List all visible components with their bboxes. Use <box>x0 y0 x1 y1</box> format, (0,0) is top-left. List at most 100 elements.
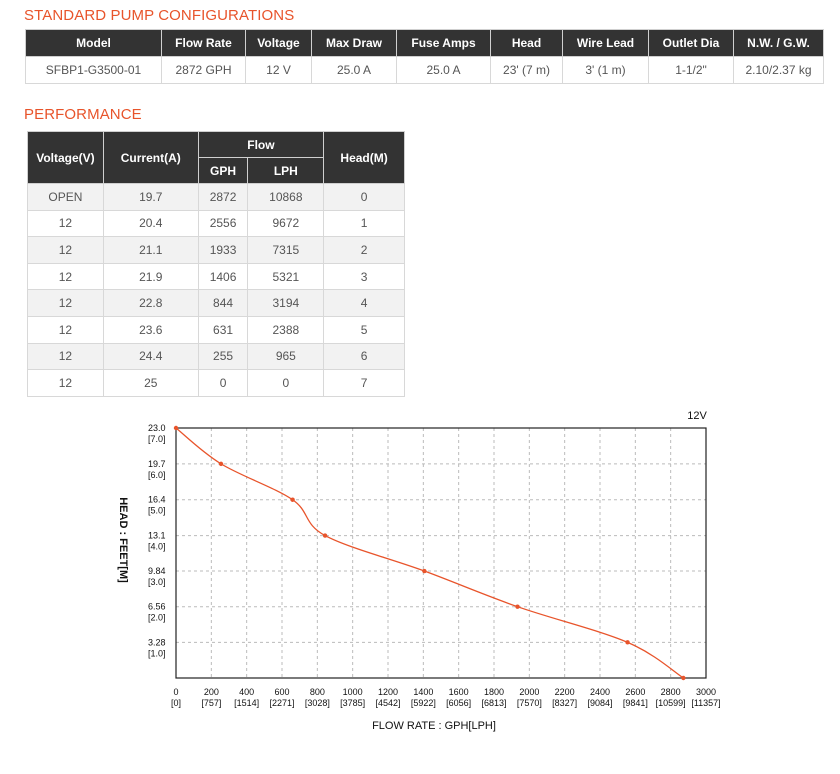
data-point <box>515 604 520 609</box>
col-wire-lead-header: Wire Lead <box>562 29 649 57</box>
cell-voltage: 12 <box>27 236 104 264</box>
x-tick-label: 1000 <box>343 687 363 697</box>
pump-curve-chart: 0[0] 200[757] 400[1514] 600[2271] 800[3028] 1… <box>117 410 721 732</box>
cell-current: 21.9 <box>102 262 199 291</box>
perf-table-row: 12 21.9 1406 5321 3 <box>27 262 405 291</box>
cell-voltage: 12 <box>27 209 104 238</box>
chart-curve <box>173 425 686 681</box>
col-flow-rate-header: Flow Rate <box>161 29 246 57</box>
cell-lph: 2388 <box>247 315 325 344</box>
cell-lph: 965 <box>247 342 325 371</box>
cell-weight: 2.10/2.37 kg <box>733 56 824 84</box>
x-tick-sublabel: [9841] <box>623 698 648 708</box>
x-tick-sublabel: [10599] <box>656 698 686 708</box>
x-tick-label: 400 <box>239 687 254 697</box>
x-tick-label: 2400 <box>590 687 610 697</box>
x-tick-sublabel: [757] <box>201 698 221 708</box>
col-gph-header: GPH <box>197 157 249 184</box>
cell-current: 24.4 <box>102 342 199 371</box>
col-weight-header: N.W. / G.W. <box>733 29 824 57</box>
perf-table-row: 12 20.4 2556 9672 1 <box>27 209 405 238</box>
data-point <box>173 425 179 431</box>
perf-table-row: OPEN 19.7 2872 10868 0 <box>27 183 405 211</box>
cell-current: 25 <box>102 369 199 397</box>
col-voltage-header: Voltage(V) <box>27 131 104 184</box>
cell-current: 21.1 <box>102 236 199 264</box>
x-tick-sublabel: [2271] <box>269 698 294 708</box>
cell-wire-lead: 3' (1 m) <box>562 56 649 84</box>
chart-grid <box>176 428 706 678</box>
cell-gph: 1933 <box>197 236 249 264</box>
x-tick-sublabel: [7570] <box>517 698 542 708</box>
cell-lph: 7315 <box>247 236 325 264</box>
config-header-row: Model Flow Rate Voltage Max Draw Fuse Am… <box>25 29 824 57</box>
x-tick-label: 1800 <box>484 687 504 697</box>
x-axis-label: FLOW RATE : GPH[LPH] <box>372 720 496 732</box>
cell-lph: 5321 <box>247 262 325 291</box>
col-fuse-amps-header: Fuse Amps <box>396 29 491 57</box>
x-tick-label: 600 <box>274 687 289 697</box>
cell-head-m: 0 <box>323 183 405 211</box>
x-tick-label: 2000 <box>519 687 539 697</box>
cell-head: 23' (7 m) <box>490 56 563 84</box>
cell-head-m: 3 <box>323 262 405 291</box>
x-tick-sublabel: [6056] <box>446 698 471 708</box>
col-lph-header: LPH <box>247 157 325 184</box>
y-axis-label: HEAD : FEET[M] <box>117 497 129 583</box>
y-tick-sublabel: [2.0] <box>148 613 166 623</box>
data-point <box>218 461 224 467</box>
chart-ticks: 0[0] 200[757] 400[1514] 600[2271] 800[3028] 1… <box>148 423 721 708</box>
data-point <box>681 675 686 681</box>
performance-table: Voltage(V) Current(A) Flow Head(M) GPH L… <box>27 131 405 397</box>
y-tick-sublabel: [1.0] <box>148 648 166 658</box>
chart-axes <box>175 427 707 679</box>
cell-flow-rate: 2872 GPH <box>161 56 246 84</box>
x-tick-sublabel: [3028] <box>305 698 330 708</box>
cell-lph: 3194 <box>247 289 325 317</box>
x-tick-label: 2800 <box>661 687 681 697</box>
x-tick-label: 800 <box>310 687 325 697</box>
cell-current: 20.4 <box>102 209 199 238</box>
col-model-header: Model <box>25 29 162 57</box>
y-tick-label: 13.1 <box>148 531 166 541</box>
y-tick-sublabel: [5.0] <box>148 506 166 516</box>
x-tick-label: 200 <box>204 687 219 697</box>
col-max-draw-header: Max Draw <box>311 29 397 57</box>
cell-model: SFBP1-G3500-01 <box>25 56 162 84</box>
col-head-m-header: Head(M) <box>323 131 405 184</box>
cell-lph: 9672 <box>247 209 325 238</box>
cell-head-m: 1 <box>323 209 405 238</box>
performance-section-title: PERFORMANCE <box>24 106 142 123</box>
cell-voltage: 12 <box>27 342 104 371</box>
x-tick-sublabel: [6813] <box>481 698 506 708</box>
col-voltage-header: Voltage <box>245 29 312 57</box>
cell-gph: 1406 <box>197 262 249 291</box>
x-tick-sublabel: [1514] <box>234 698 259 708</box>
cell-gph: 631 <box>197 315 249 344</box>
perf-header-row-2: GPH LPH <box>28 157 405 184</box>
y-tick-label: 19.7 <box>148 459 166 469</box>
y-tick-sublabel: [7.0] <box>148 434 166 444</box>
perf-table-row: 12 24.4 255 965 6 <box>27 342 405 371</box>
y-tick-label: 9.84 <box>148 566 166 576</box>
cell-gph: 2872 <box>197 183 249 211</box>
x-tick-sublabel: [9084] <box>587 698 612 708</box>
cell-head-m: 6 <box>323 342 405 371</box>
cell-lph: 0 <box>247 369 325 397</box>
cell-current: 19.7 <box>102 183 199 211</box>
y-tick-label: 23.0 <box>148 423 166 433</box>
config-section-title: STANDARD PUMP CONFIGURATIONS <box>24 7 295 24</box>
cell-voltage: 12 <box>27 262 104 291</box>
y-tick-sublabel: [6.0] <box>148 470 166 480</box>
col-current-header: Current(A) <box>102 131 199 184</box>
cell-head-m: 5 <box>323 315 405 344</box>
cell-fuse-amps: 25.0 A <box>396 56 491 84</box>
x-tick-sublabel: [5922] <box>411 698 436 708</box>
cell-voltage: OPEN <box>27 183 104 211</box>
cell-gph: 0 <box>197 369 249 397</box>
config-table: Model Flow Rate Voltage Max Draw Fuse Am… <box>25 29 824 84</box>
y-tick-label: 6.56 <box>148 602 166 612</box>
x-tick-label: 2600 <box>625 687 645 697</box>
cell-head-m: 7 <box>323 369 405 397</box>
cell-outlet-dia: 1-1/2" <box>648 56 734 84</box>
